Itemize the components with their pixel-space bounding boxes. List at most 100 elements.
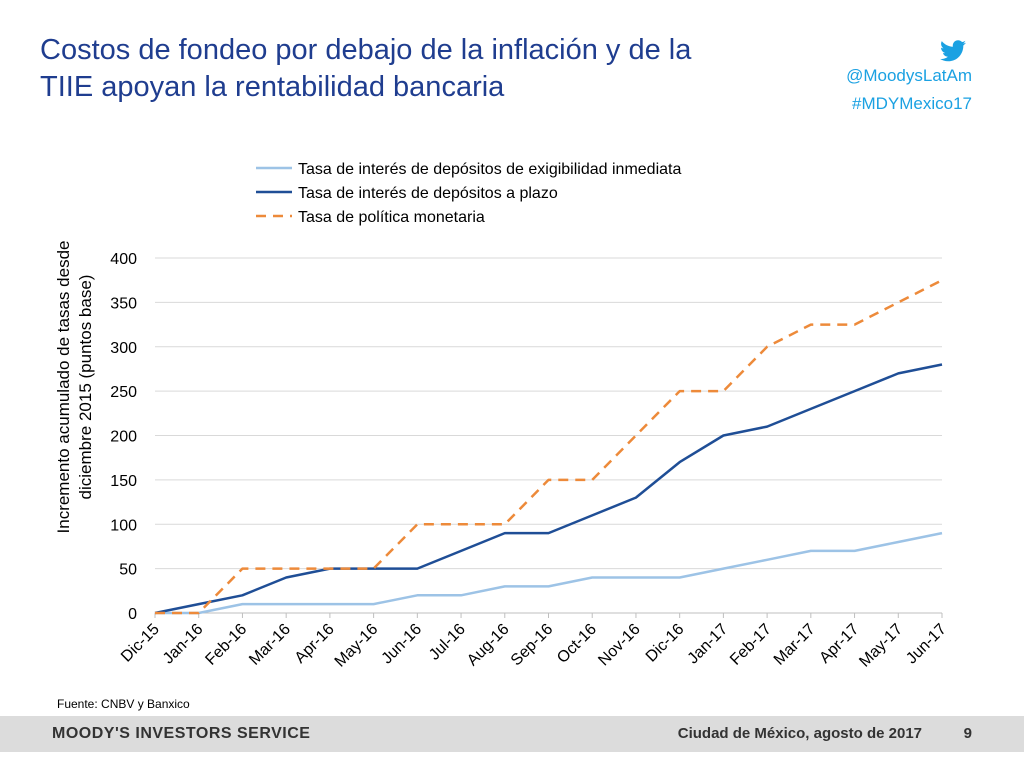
x-tick-label: Sep-16 bbox=[508, 621, 557, 670]
series-3-point bbox=[721, 389, 725, 393]
x-axis: Dic-15Jan-16Feb-16Mar-16Apr-16May-16Jun-… bbox=[118, 612, 950, 671]
series-2-point bbox=[940, 363, 944, 367]
slide-title-line-2: TIIE apoyan la rentabilidad bancaria bbox=[40, 71, 505, 103]
series-2-point bbox=[809, 407, 813, 411]
slide-title-line-1: Costos de fondeo por debajo de la inflac… bbox=[40, 34, 692, 66]
legend-label-3: Tasa de política monetaria bbox=[298, 209, 485, 226]
series-1-point bbox=[372, 602, 376, 606]
x-tick-label: Mar-17 bbox=[771, 621, 819, 669]
series-1-point bbox=[809, 549, 813, 553]
series-1-point bbox=[547, 584, 551, 588]
chart-legend: Tasa de interés de depósitos de exigibil… bbox=[256, 161, 681, 226]
brand-logo-text: MOODY'S INVESTORS SERVICE bbox=[52, 725, 311, 742]
legend-label-1: Tasa de interés de depósitos de exigibil… bbox=[298, 161, 681, 178]
series-line-2 bbox=[154, 363, 943, 615]
series-3-point bbox=[678, 389, 682, 393]
series-2-point bbox=[634, 496, 638, 500]
series-3-point bbox=[809, 323, 813, 327]
x-tick-label: Dic-16 bbox=[643, 621, 688, 666]
page-number: 9 bbox=[963, 725, 972, 742]
y-tick-label: 250 bbox=[110, 384, 137, 401]
y-axis-label-line-1: Incremento acumulado de tasas desde bbox=[54, 241, 73, 534]
series-2-point bbox=[721, 434, 725, 438]
x-tick-label: May-16 bbox=[332, 621, 382, 671]
series-3-point bbox=[284, 567, 288, 571]
series-2-point bbox=[678, 460, 682, 464]
series-3-point bbox=[896, 300, 900, 304]
series-1-point bbox=[721, 567, 725, 571]
series-3-point bbox=[765, 345, 769, 349]
series-3-point bbox=[197, 611, 201, 615]
series-2-point bbox=[590, 513, 594, 517]
series-3-point bbox=[853, 323, 857, 327]
y-tick-label: 200 bbox=[110, 429, 137, 446]
series-3-point bbox=[590, 478, 594, 482]
y-tick-label: 400 bbox=[110, 251, 137, 268]
series-1-point bbox=[328, 602, 332, 606]
series-1-point bbox=[459, 593, 463, 597]
series-3-point bbox=[940, 278, 944, 282]
event-hashtag[interactable]: #MDYMexico17 bbox=[852, 94, 972, 113]
y-tick-label: 50 bbox=[119, 562, 137, 579]
x-tick-label: Dic-15 bbox=[118, 621, 163, 666]
x-tick-label: Jun-17 bbox=[903, 621, 950, 668]
series-1-point bbox=[415, 593, 419, 597]
y-tick-label: 350 bbox=[110, 295, 137, 312]
y-axis-ticks: 0 50 100 150 200 250 300 350 400 bbox=[110, 251, 137, 623]
y-axis-label-line-2: diciembre 2015 (puntos base) bbox=[76, 275, 95, 500]
place-date: Ciudad de México, agosto de 2017 bbox=[677, 725, 922, 742]
x-tick-label: Jan-17 bbox=[685, 621, 732, 668]
twitter-bird-icon bbox=[940, 40, 966, 62]
series-2-point bbox=[896, 371, 900, 375]
series-2-point bbox=[240, 593, 244, 597]
source-note: Fuente: CNBV y Banxico bbox=[57, 697, 190, 711]
chart-gridlines bbox=[155, 257, 942, 570]
slide-title: Costos de fondeo por debajo de la inflac… bbox=[40, 32, 800, 106]
series-1-point bbox=[503, 584, 507, 588]
series-2-point bbox=[547, 531, 551, 535]
series-1-point bbox=[590, 576, 594, 580]
y-tick-label: 300 bbox=[110, 340, 137, 357]
footer-bar: MOODY'S INVESTORS SERVICE Ciudad de Méxi… bbox=[0, 716, 1024, 752]
series-line-3 bbox=[155, 279, 943, 615]
series-1-point bbox=[853, 549, 857, 553]
series-3-point bbox=[415, 522, 419, 526]
twitter-handle[interactable]: @MoodysLatAm bbox=[846, 66, 972, 85]
series-3-point bbox=[634, 434, 638, 438]
series-1-point bbox=[765, 558, 769, 562]
x-tick-label: Jul-16 bbox=[426, 621, 469, 664]
y-tick-label: 100 bbox=[110, 517, 137, 534]
x-tick-label: Jan-16 bbox=[160, 621, 207, 668]
y-tick-label: 0 bbox=[128, 606, 137, 623]
series-2-point bbox=[197, 602, 201, 606]
series-2-point bbox=[765, 425, 769, 429]
x-tick-label: Feb-16 bbox=[202, 621, 250, 669]
series-1-point bbox=[940, 531, 944, 535]
x-tick-label: Mar-16 bbox=[246, 621, 294, 669]
series-2-point bbox=[503, 531, 507, 535]
series-3-point bbox=[153, 611, 157, 615]
x-tick-label: Aug-16 bbox=[464, 621, 513, 670]
x-tick-label: Jun-16 bbox=[379, 621, 426, 668]
series-2-point bbox=[853, 389, 857, 393]
series-line-1 bbox=[155, 531, 943, 615]
series-2-point bbox=[284, 576, 288, 580]
x-tick-label: Feb-17 bbox=[727, 621, 775, 669]
x-tick-label: Oct-16 bbox=[554, 621, 600, 667]
series-1-point bbox=[240, 602, 244, 606]
x-tick-label: May-17 bbox=[856, 621, 906, 671]
x-tick-label: Nov-16 bbox=[595, 621, 644, 670]
series-3-point bbox=[547, 478, 551, 482]
series-1-point bbox=[284, 602, 288, 606]
y-tick-label: 150 bbox=[110, 473, 137, 490]
series-3-point bbox=[503, 522, 507, 526]
legend-label-2: Tasa de interés de depósitos a plazo bbox=[298, 185, 558, 202]
series-3-point bbox=[328, 567, 332, 571]
series-3-point bbox=[372, 567, 376, 571]
series-3-point bbox=[459, 522, 463, 526]
series-1-point bbox=[896, 540, 900, 544]
series-3-point bbox=[240, 567, 244, 571]
series-1-point bbox=[678, 576, 682, 580]
series-1-point bbox=[634, 576, 638, 580]
